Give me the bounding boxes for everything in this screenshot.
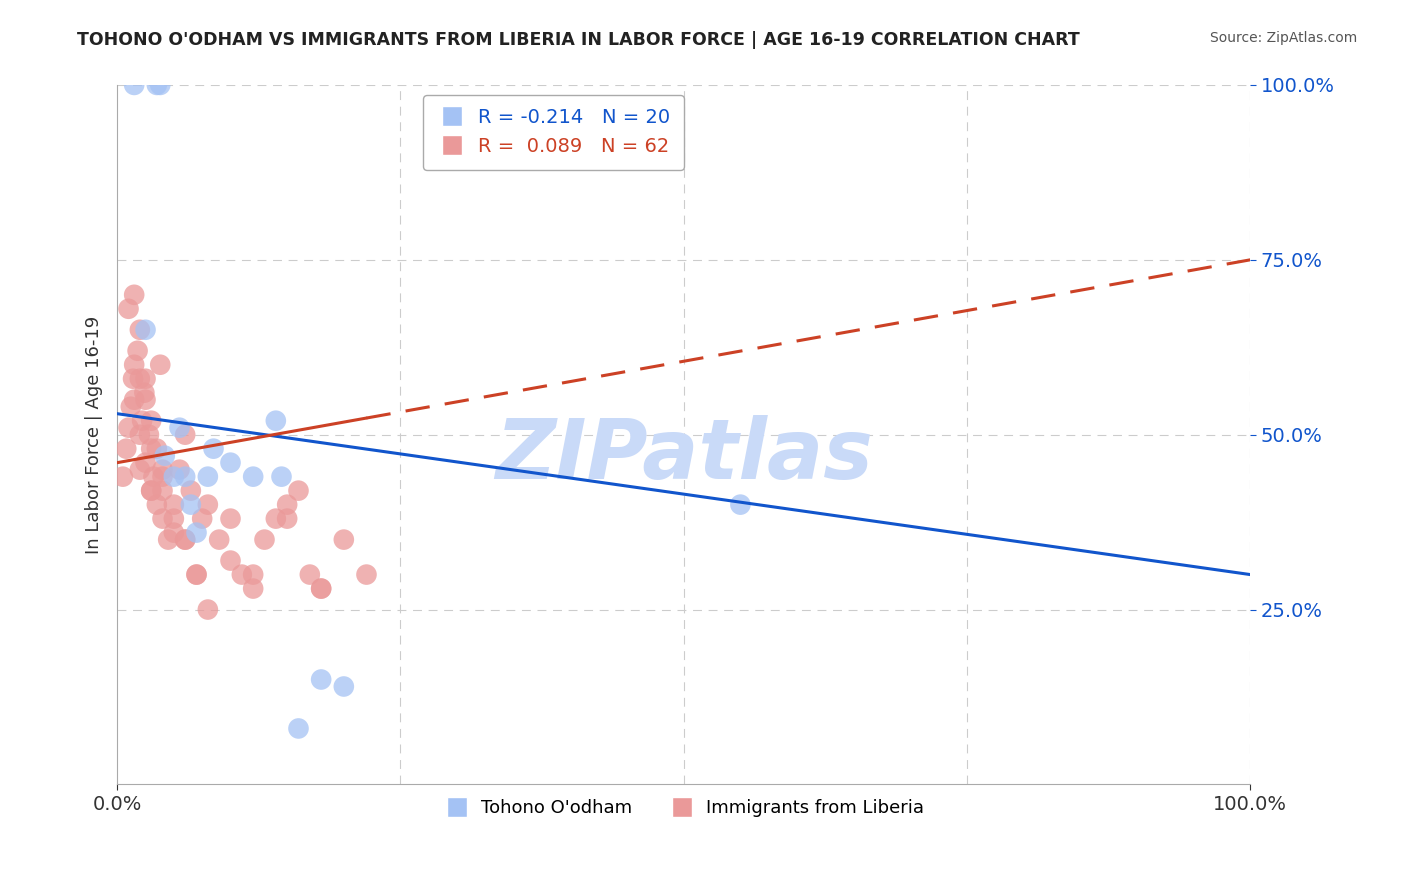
Point bbox=[309, 582, 332, 596]
Text: ZIPatlas: ZIPatlas bbox=[495, 415, 873, 496]
Point bbox=[333, 533, 356, 547]
Point bbox=[134, 392, 156, 407]
Point bbox=[122, 358, 145, 372]
Point bbox=[309, 673, 332, 687]
Point bbox=[163, 469, 186, 483]
Point bbox=[131, 414, 153, 428]
Point bbox=[197, 498, 219, 512]
Point bbox=[186, 567, 208, 582]
Point bbox=[219, 456, 242, 470]
Point bbox=[276, 511, 298, 525]
Point bbox=[163, 498, 186, 512]
Point bbox=[180, 498, 202, 512]
Point bbox=[122, 78, 145, 92]
Point bbox=[174, 427, 197, 442]
Point bbox=[152, 511, 174, 525]
Point bbox=[117, 301, 139, 316]
Point bbox=[287, 722, 309, 736]
Point bbox=[134, 456, 156, 470]
Point bbox=[128, 323, 150, 337]
Point bbox=[287, 483, 309, 498]
Point bbox=[141, 442, 163, 456]
Point bbox=[219, 553, 242, 567]
Point bbox=[134, 372, 156, 386]
Point bbox=[163, 511, 186, 525]
Point bbox=[146, 498, 169, 512]
Point bbox=[127, 343, 149, 358]
Point bbox=[111, 469, 134, 483]
Point bbox=[149, 358, 172, 372]
Point bbox=[169, 420, 191, 434]
Point bbox=[122, 372, 145, 386]
Point bbox=[270, 469, 292, 483]
Point bbox=[231, 567, 253, 582]
Point bbox=[174, 533, 197, 547]
Point bbox=[152, 483, 174, 498]
Text: Source: ZipAtlas.com: Source: ZipAtlas.com bbox=[1209, 31, 1357, 45]
Point bbox=[120, 400, 142, 414]
Point bbox=[146, 78, 169, 92]
Point bbox=[242, 567, 264, 582]
Point bbox=[141, 414, 163, 428]
Point bbox=[169, 463, 191, 477]
Point bbox=[264, 414, 287, 428]
Point bbox=[152, 469, 174, 483]
Point bbox=[115, 442, 138, 456]
Point bbox=[730, 498, 752, 512]
Point bbox=[186, 525, 208, 540]
Point bbox=[141, 483, 163, 498]
Point bbox=[186, 567, 208, 582]
Point bbox=[208, 533, 231, 547]
Point bbox=[134, 385, 156, 400]
Point bbox=[117, 420, 139, 434]
Text: TOHONO O'ODHAM VS IMMIGRANTS FROM LIBERIA IN LABOR FORCE | AGE 16-19 CORRELATION: TOHONO O'ODHAM VS IMMIGRANTS FROM LIBERI… bbox=[77, 31, 1080, 49]
Point bbox=[197, 602, 219, 616]
Point bbox=[157, 533, 180, 547]
Point bbox=[149, 78, 172, 92]
Point bbox=[219, 511, 242, 525]
Point bbox=[253, 533, 276, 547]
Point bbox=[134, 323, 156, 337]
Point bbox=[122, 287, 145, 301]
Point bbox=[356, 567, 378, 582]
Point bbox=[180, 483, 202, 498]
Point bbox=[309, 582, 332, 596]
Point bbox=[174, 533, 197, 547]
Point bbox=[142, 469, 165, 483]
Point bbox=[191, 511, 214, 525]
Point bbox=[163, 525, 186, 540]
Point bbox=[242, 582, 264, 596]
Point bbox=[153, 449, 176, 463]
Legend: Tohono O'odham, Immigrants from Liberia: Tohono O'odham, Immigrants from Liberia bbox=[436, 792, 932, 824]
Point bbox=[174, 469, 197, 483]
Point bbox=[276, 498, 298, 512]
Point bbox=[146, 442, 169, 456]
Point bbox=[264, 511, 287, 525]
Point bbox=[128, 463, 150, 477]
Y-axis label: In Labor Force | Age 16-19: In Labor Force | Age 16-19 bbox=[86, 316, 103, 554]
Point bbox=[128, 427, 150, 442]
Point bbox=[152, 463, 174, 477]
Point bbox=[298, 567, 321, 582]
Point bbox=[122, 392, 145, 407]
Point bbox=[197, 469, 219, 483]
Point bbox=[138, 427, 160, 442]
Point bbox=[128, 372, 150, 386]
Point bbox=[141, 483, 163, 498]
Point bbox=[242, 469, 264, 483]
Point bbox=[202, 442, 225, 456]
Point bbox=[333, 680, 356, 694]
